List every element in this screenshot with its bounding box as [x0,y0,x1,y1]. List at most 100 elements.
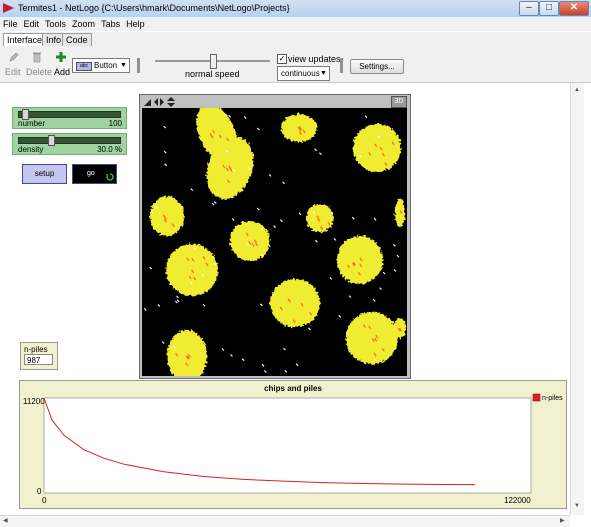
termite-with-chip [298,131,303,136]
menu-edit[interactable]: Edit [23,19,40,29]
termite [263,370,267,373]
termite [241,358,245,362]
termite [314,148,317,152]
button-widget-icon: abc [76,62,92,71]
termite [173,345,176,349]
carried-chips [162,125,403,367]
tab-interface[interactable]: Interface [3,33,47,47]
density-slider-track[interactable] [18,137,121,144]
chip-piles [150,108,406,376]
termite-with-chip [163,218,168,223]
termites [143,113,400,373]
go-button-label: go [87,170,95,177]
chip-pile [167,330,207,376]
termite-with-chip [187,353,191,358]
termite-with-chip [248,241,252,245]
menu-tabs[interactable]: Tabs [101,19,121,29]
number-slider-thumb[interactable] [22,109,30,120]
termite [155,205,158,209]
minimize-button[interactable]: – [519,1,539,16]
termite-with-chip [381,152,385,157]
view-updates-label: view updates [288,54,341,64]
world-view[interactable] [142,108,407,376]
termite [295,363,299,367]
view-updates-checkbox[interactable]: ✓ [277,54,287,64]
go-button[interactable]: go [72,164,117,184]
termite-with-chip [352,261,356,266]
n-piles-monitor: n-piles 987 [20,342,58,370]
termite [194,247,197,251]
termite [377,135,381,139]
delete-button[interactable]: Delete [26,67,53,77]
speed-slider[interactable] [155,54,270,69]
speed-slider-thumb[interactable] [209,54,217,69]
termite-with-chip [327,222,331,226]
view-zoom-icons[interactable] [143,97,177,107]
termite-with-chip [381,347,385,352]
termite [164,163,167,167]
scroll-up-icon[interactable]: ▲ [574,87,580,93]
scroll-left-icon[interactable]: ◀ [3,518,8,524]
add-button[interactable]: Add [54,67,71,77]
number-slider-value: 100 [108,119,122,128]
termite [382,271,386,275]
termite [261,254,264,257]
update-mode-select[interactable]: continuous ▼ [277,66,330,81]
termite [333,238,337,241]
termite [246,242,250,246]
termite [375,258,379,261]
number-slider[interactable]: number 100 [12,107,127,129]
termite [176,299,180,303]
chip-pile [394,318,406,338]
tab-code[interactable]: Code [62,33,92,46]
termite-with-chip [254,242,259,247]
termite [338,314,342,318]
termite [272,293,275,297]
termite-with-chip [320,226,324,230]
menu-zoom[interactable]: Zoom [72,19,96,29]
termite-with-chip [218,134,222,139]
density-slider-thumb[interactable] [48,135,56,146]
close-button[interactable]: ✕ [559,1,589,16]
termite-with-chip [245,232,249,237]
setup-button[interactable]: setup [22,164,67,184]
termite-with-chip [374,338,378,342]
vertical-scrollbar[interactable]: ▲ ▼ [570,83,584,515]
title-bar: Termites1 - NetLogo {C:\Users\hmark\Docu… [0,0,591,18]
termite [315,239,318,243]
widget-type-select[interactable]: abc Button ▼ [72,58,130,73]
termite-with-chip [309,311,313,316]
menu-help[interactable]: Help [126,19,145,29]
termite [224,113,227,117]
menu-tools[interactable]: Tools [45,19,67,29]
termite [149,266,153,270]
menu-file[interactable]: File [3,19,18,29]
horizontal-scrollbar[interactable]: ◀ ▶ [0,515,570,527]
termite-with-chip [188,275,192,280]
termite [364,115,368,119]
legend-label: n-piles [542,395,563,402]
3d-button[interactable]: 3D [391,96,407,108]
termite [268,174,272,177]
density-slider[interactable]: density 30.0 % [12,133,127,155]
termite [282,181,285,185]
edit-button[interactable]: Edit [5,67,21,77]
termite-with-chip [191,269,195,274]
number-slider-track[interactable] [18,111,121,118]
termite-with-chip [228,165,232,170]
termite [396,254,400,258]
chip-pile [270,279,320,327]
settings-button[interactable]: Settings... [350,59,404,74]
scroll-down-icon[interactable]: ▼ [574,503,580,509]
termite-with-chip [225,167,229,172]
monitor-value: 987 [24,354,53,365]
y-max-label: 11200 [23,397,45,406]
termite-with-chip [292,319,296,323]
termite [163,125,167,129]
maximize-button[interactable]: □ [539,1,559,16]
termite-with-chip [226,137,230,142]
scroll-right-icon[interactable]: ▶ [560,518,565,524]
termite-with-chip [352,262,356,267]
termite [243,116,247,119]
termite-with-chip [346,264,351,269]
